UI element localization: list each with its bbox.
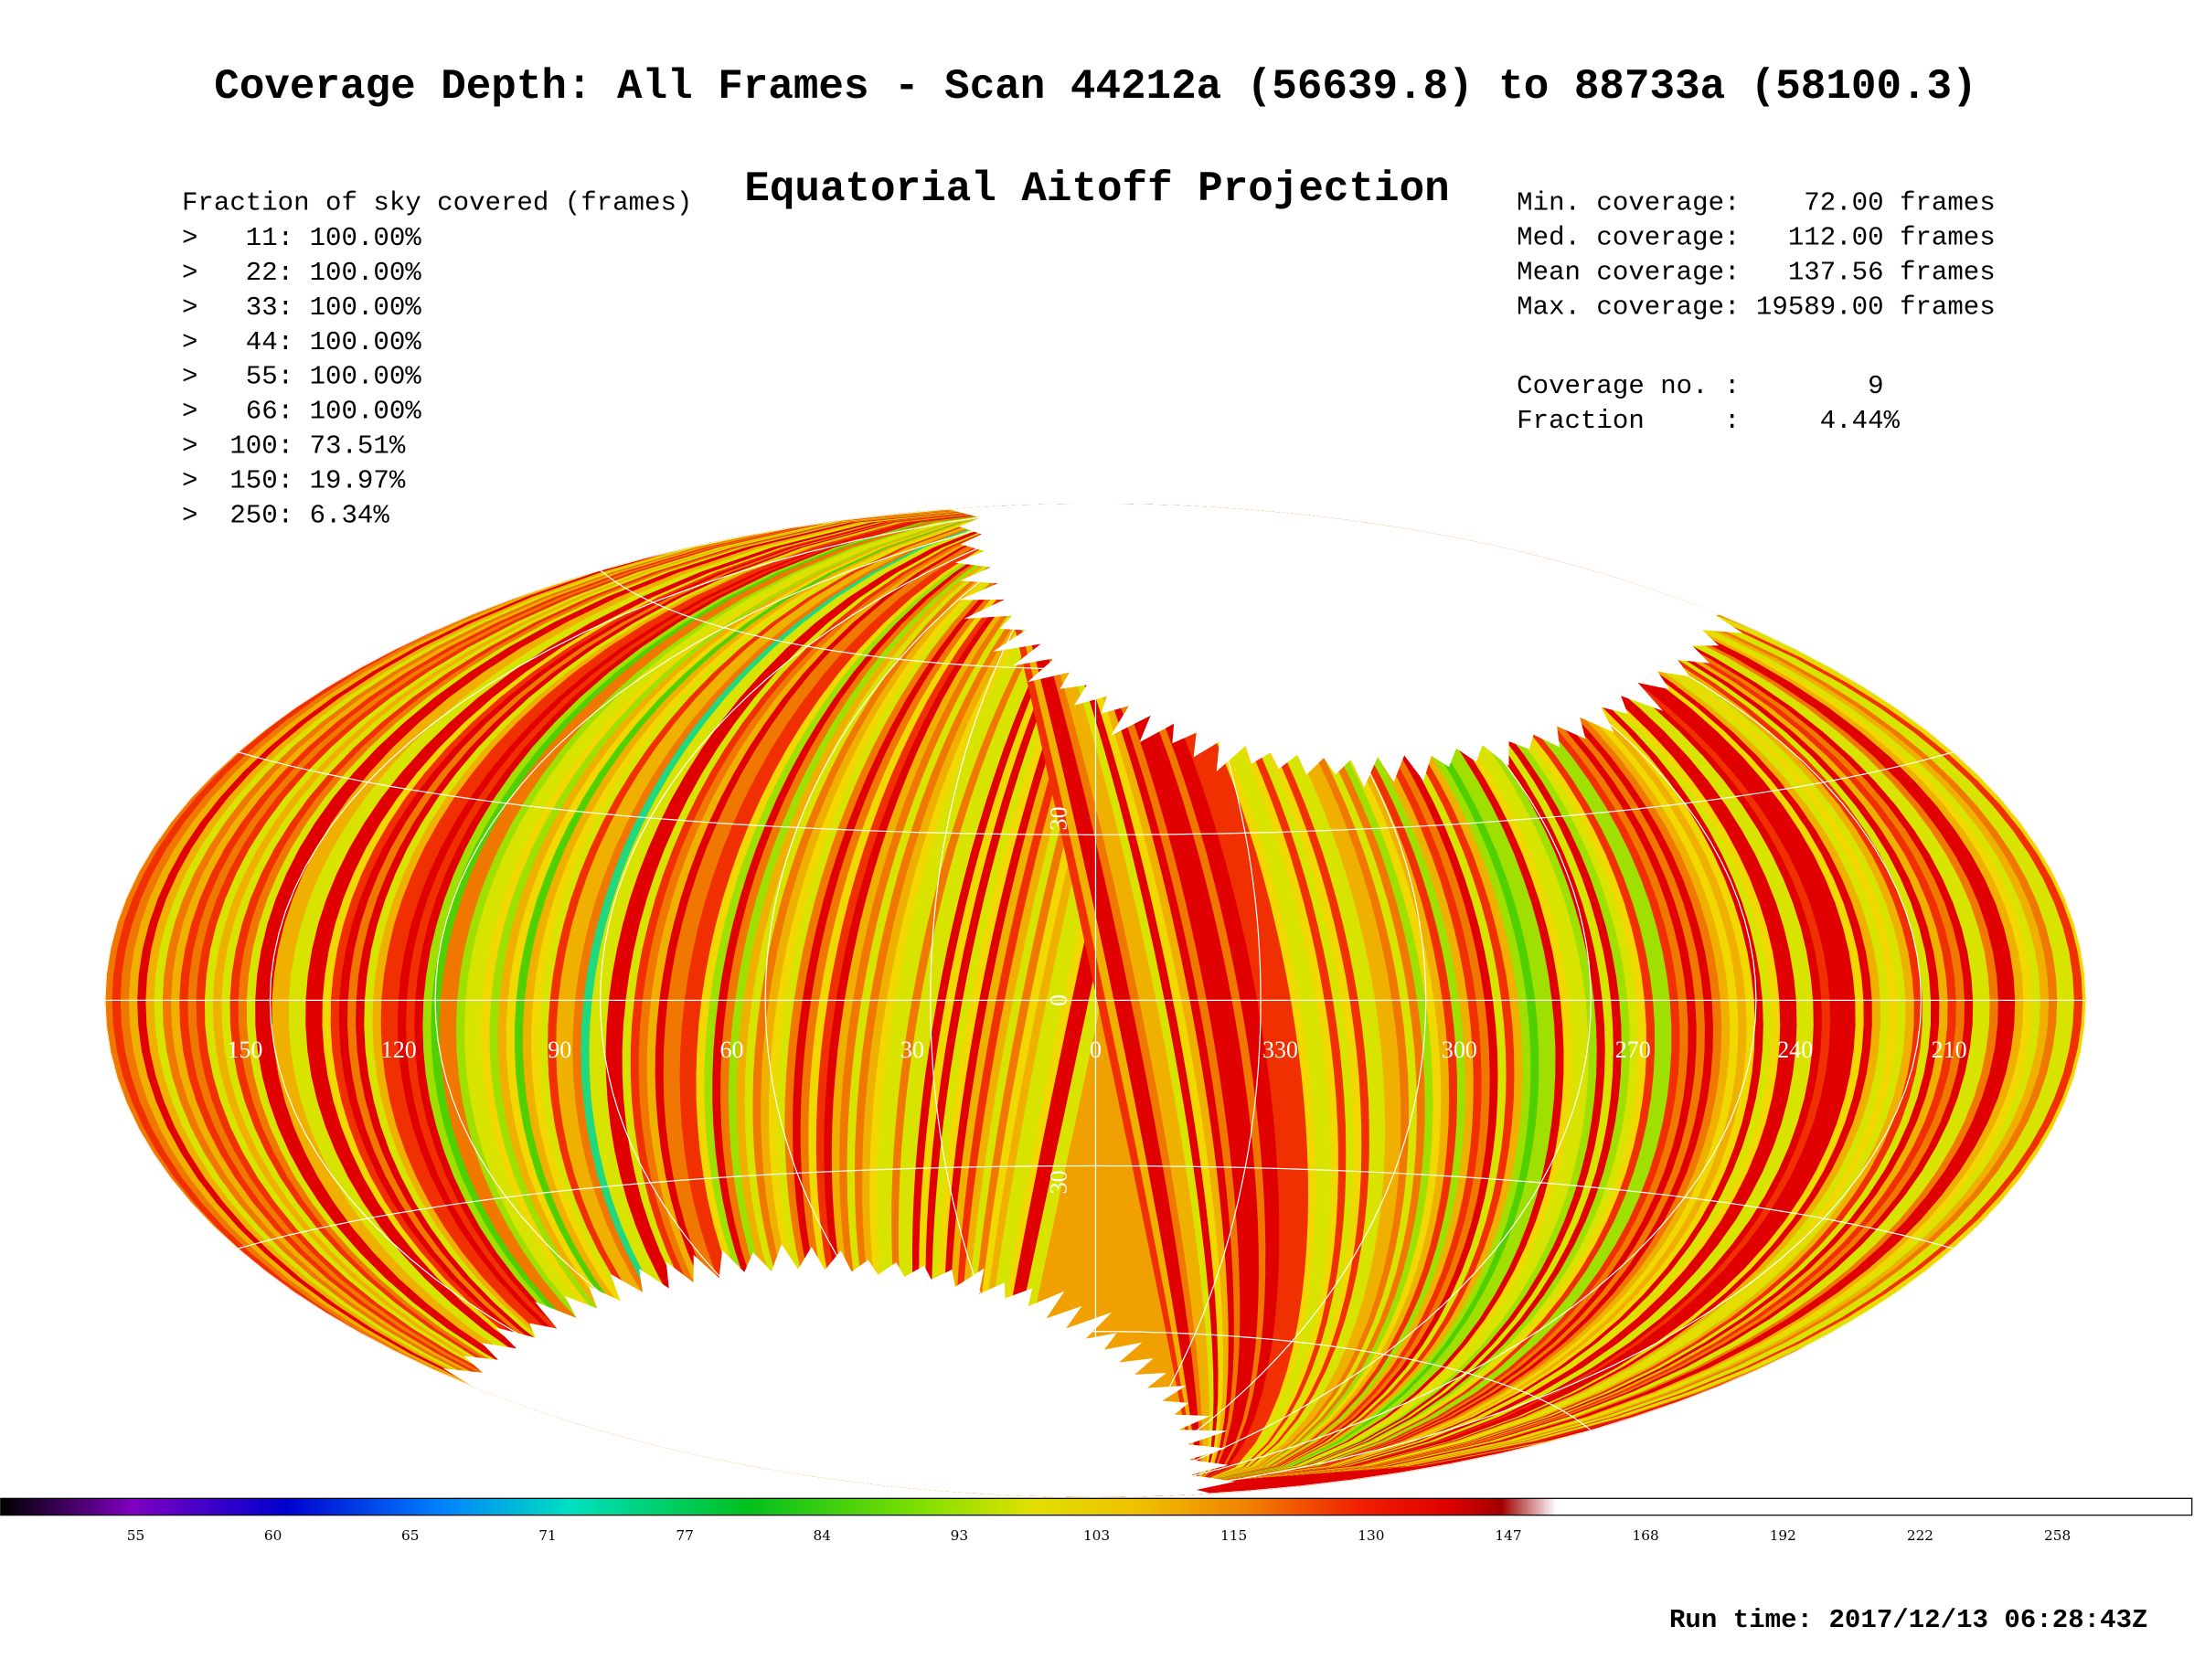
colorbar-label: 130 [1358,1527,1384,1544]
run-time: Run time: 2017/12/13 06:28:43Z [1669,1605,2148,1635]
longitude-label: 60 [720,1037,744,1063]
longitude-label: 90 [548,1037,571,1063]
colorbar-label: 65 [401,1527,419,1544]
longitude-label: 270 [1615,1037,1651,1063]
parallel [237,1164,1954,1249]
longitude-label: 150 [227,1037,262,1063]
longitude-label: 30 [900,1037,924,1063]
longitude-label: 330 [1262,1037,1298,1063]
fraction-row: > 66: 100.00% [182,397,421,427]
parallel [600,1331,1592,1431]
fraction-row: > 55: 100.00% [182,362,421,392]
longitude-label: 210 [1932,1037,1967,1063]
colorbar-label: 71 [538,1527,556,1544]
fraction-row: > 100: 73.51% [182,431,406,462]
latitude-label: 30 [1045,1170,1071,1194]
fraction-row: > 44: 100.00% [182,327,421,357]
colorbar-label: 103 [1083,1527,1110,1544]
fraction-row: > 250: 6.34% [182,501,389,531]
colorbar-label: 168 [1633,1527,1659,1544]
title: Coverage Depth: All Frames - Scan 44212a… [214,63,1976,111]
stat-row: Max. coverage: 19589.00 frames [1517,292,1995,322]
colorbar-label: 93 [951,1527,968,1544]
longitude-label: 0 [1090,1037,1102,1063]
subtitle: Equatorial Aitoff Projection [744,165,1449,213]
stat-row: Mean coverage: 137.56 frames [1517,258,1995,288]
latitude-label: 60 [1045,1338,1071,1362]
parallel [237,751,1954,835]
coverage-row: Coverage no. : 9 [1517,371,1883,401]
stat-row: Med. coverage: 112.00 frames [1517,223,1995,253]
fraction-row: > 33: 100.00% [182,292,421,323]
fraction-row: > 22: 100.00% [182,258,421,288]
colorbar-label: 258 [2044,1527,2071,1544]
colorbar-label: 222 [1907,1527,1933,1544]
colorbar-label: 60 [264,1527,282,1544]
sky-map [104,504,2087,1497]
longitude-label: 240 [1777,1037,1813,1063]
stat-row: Min. coverage: 72.00 frames [1517,188,1995,218]
latitude-label: 0 [1045,994,1071,1006]
colorbar-label: 55 [127,1527,144,1544]
colorbar-label: 192 [1770,1527,1796,1544]
longitude-label: 120 [381,1037,417,1063]
meridian [104,504,1096,1497]
colorbar-label: 115 [1220,1527,1247,1544]
colorbar-label: 77 [676,1527,693,1544]
latitude-label: 60 [1045,639,1071,663]
coverage-row: Fraction : 4.44% [1517,406,1900,436]
colorbar-label: 147 [1495,1527,1521,1544]
fraction-row: > 11: 100.00% [182,223,421,253]
colorbar [0,1497,2193,1516]
fraction-header: Fraction of sky covered (frames) [182,188,692,218]
longitude-label: 300 [1442,1037,1477,1063]
parallel [600,569,1592,670]
colorbar-label: 84 [814,1527,831,1544]
latitude-label: 30 [1045,806,1071,830]
fraction-row: > 150: 19.97% [182,466,406,496]
